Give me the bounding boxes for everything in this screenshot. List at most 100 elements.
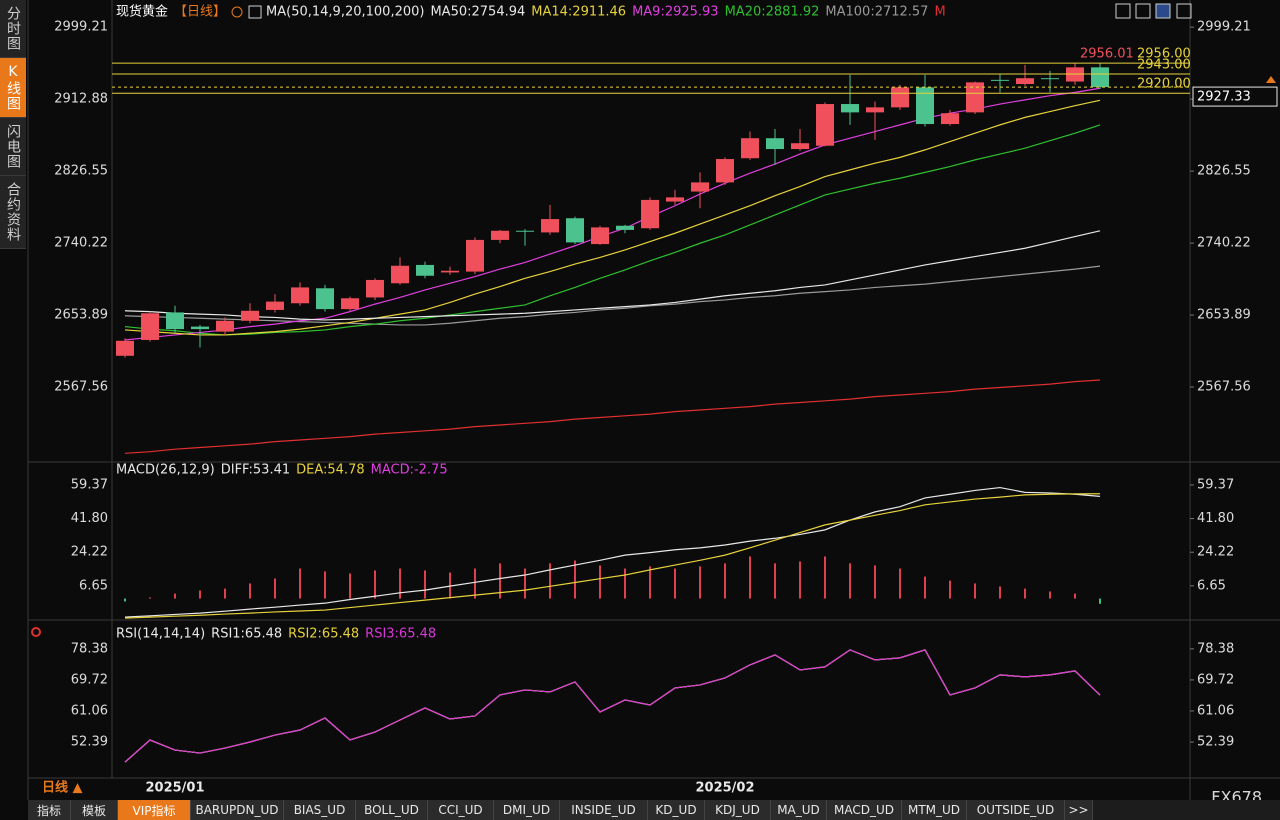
tab[interactable]: 模板 xyxy=(71,800,118,820)
y-tick-label: 2999.21 xyxy=(1197,20,1251,35)
toolbar-icon[interactable] xyxy=(1115,3,1131,19)
macd-bar xyxy=(499,563,501,599)
side-tab[interactable]: 分时图 xyxy=(0,0,26,58)
tab[interactable]: BOLL_UD xyxy=(356,800,428,820)
macd-bar xyxy=(1074,593,1076,599)
candle-body xyxy=(341,298,359,310)
tab[interactable]: BIAS_UD xyxy=(284,800,356,820)
y-tick-label: 41.80 xyxy=(1197,511,1234,526)
macd-bar xyxy=(774,563,776,599)
candle-body xyxy=(541,219,559,233)
tab[interactable]: KD_UD xyxy=(648,800,705,820)
candle-body xyxy=(416,264,434,276)
macd-bar xyxy=(699,566,701,599)
legend-item: DIFF:53.41 xyxy=(221,463,290,478)
y-tick-label: 2999.21 xyxy=(54,20,108,35)
tab[interactable]: VIP指标 xyxy=(118,800,191,820)
y-tick-label: 2912.88 xyxy=(54,92,108,107)
macd-bar xyxy=(949,580,951,599)
legend-item: MA(50,14,9,20,100,200) xyxy=(266,5,424,20)
candle-body xyxy=(116,340,134,356)
macd-bar xyxy=(624,568,626,599)
y-tick-label: 24.22 xyxy=(71,545,108,560)
side-tab[interactable]: K线图 xyxy=(0,58,26,118)
last-price-label: 2927.33 xyxy=(1197,90,1251,105)
macd-bar xyxy=(249,583,251,599)
toolbar-icon[interactable] xyxy=(1135,3,1151,19)
tab-bar: 指标 模板 VIP指标 BARUPDN_UD BIAS_UD BOLL_UD C… xyxy=(28,800,1280,820)
toolbar-icon[interactable] xyxy=(1155,3,1171,19)
ma-line xyxy=(124,379,1101,454)
macd-bar xyxy=(924,576,926,599)
macd-bar xyxy=(224,588,226,599)
macd-bar xyxy=(324,571,326,599)
tab[interactable]: CCI_UD xyxy=(428,800,494,820)
ma-line xyxy=(124,87,1101,341)
tab[interactable]: BARUPDN_UD xyxy=(191,800,284,820)
tab[interactable]: 指标 xyxy=(28,800,71,820)
ma-line xyxy=(124,124,1101,336)
y-tick-label: 61.06 xyxy=(1197,703,1234,718)
legend-item: 【日线】 xyxy=(174,5,226,20)
y-tick-label: 69.72 xyxy=(1197,672,1234,687)
tab[interactable]: >> xyxy=(1065,800,1093,820)
candle-body xyxy=(1041,78,1059,80)
macd-bar xyxy=(524,568,526,599)
tab[interactable]: OUTSIDE_UD xyxy=(967,800,1065,820)
ma-line xyxy=(124,265,1101,326)
legend-item: MACD:-2.75 xyxy=(371,463,448,478)
y-tick-label: 59.37 xyxy=(71,477,108,492)
period-button[interactable]: 日线 ▲ xyxy=(42,780,83,796)
y-tick-label: 6.65 xyxy=(79,578,108,593)
candle-body xyxy=(166,312,184,330)
tab[interactable]: INSIDE_UD xyxy=(560,800,648,820)
macd-bar xyxy=(574,560,576,599)
macd-bar xyxy=(199,590,201,599)
macd-bar xyxy=(749,556,751,599)
candle-body xyxy=(591,227,609,245)
tab[interactable]: KDJ_UD xyxy=(705,800,771,820)
candle-body xyxy=(866,107,884,113)
candle-body xyxy=(891,87,909,108)
macd-bar xyxy=(124,598,126,602)
tab[interactable]: MTM_UD xyxy=(902,800,967,820)
side-tab[interactable]: 闪电图 xyxy=(0,118,26,176)
tab[interactable]: MACD_UD xyxy=(827,800,902,820)
macd-bar xyxy=(1024,588,1026,599)
tab[interactable]: DMI_UD xyxy=(494,800,560,820)
macd-bar xyxy=(799,561,801,599)
y-tick-label: 41.80 xyxy=(71,511,108,526)
macd-line xyxy=(124,486,1101,618)
candle-body xyxy=(491,230,509,240)
last-price-box xyxy=(1192,86,1278,107)
y-tick-label: 2740.22 xyxy=(1197,236,1251,251)
candle-body xyxy=(216,320,234,332)
watermark: FX678 xyxy=(1211,788,1262,801)
macd-bar xyxy=(824,556,826,599)
legend-item: MA20:2881.92 xyxy=(725,5,820,20)
toolbar-icon[interactable] xyxy=(1176,3,1192,19)
toolbar xyxy=(1115,3,1192,19)
macd-bar xyxy=(874,565,876,599)
y-tick-label: 2826.55 xyxy=(1197,164,1251,179)
tab[interactable]: MA_UD xyxy=(771,800,827,820)
side-tab[interactable]: 合约资料 xyxy=(0,176,26,249)
y-tick-label: 78.38 xyxy=(1197,641,1234,656)
candle-body xyxy=(516,230,534,232)
legend-item: RSI3:65.48 xyxy=(365,627,436,642)
y-tick-label: 2653.89 xyxy=(1197,308,1251,323)
legend-item: 现货黄金 xyxy=(116,4,168,20)
candle-body xyxy=(666,197,684,202)
last-price-arrow xyxy=(1266,76,1276,83)
candle-body xyxy=(391,265,409,284)
y-tick-label: 52.39 xyxy=(71,735,108,750)
y-tick-label: 24.22 xyxy=(1197,545,1234,560)
candle-body xyxy=(841,104,859,113)
legend-item: DEA:54.78 xyxy=(296,463,365,478)
side-tabs: 分时图 K线图 闪电图 合约资料 xyxy=(0,0,26,249)
candle-body xyxy=(1016,78,1034,85)
candle-body xyxy=(641,199,659,229)
price-line-label: 2920.00 xyxy=(1137,77,1191,92)
legend-icon xyxy=(231,6,243,18)
